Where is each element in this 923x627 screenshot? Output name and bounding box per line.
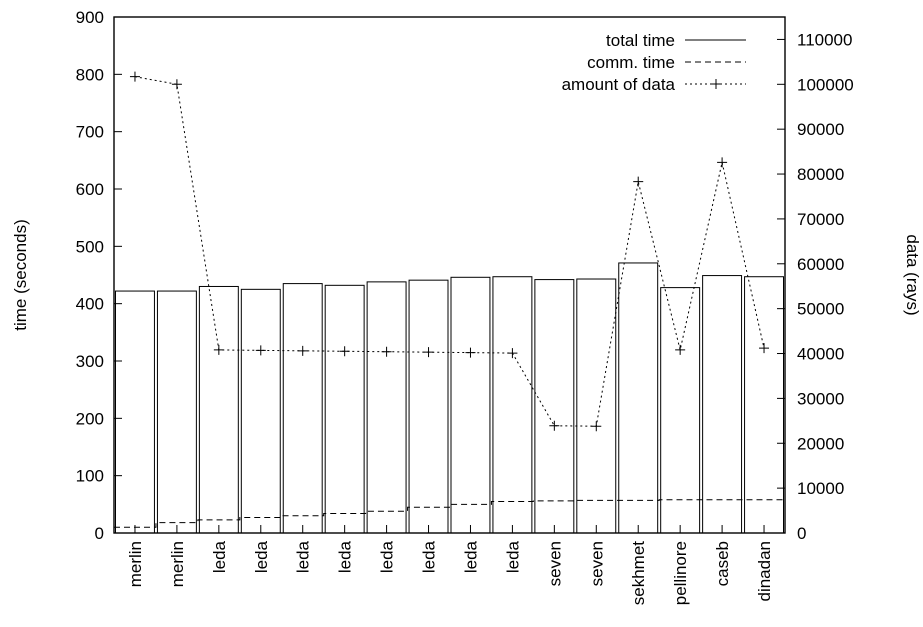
amount-of-data-point [591, 421, 602, 432]
amount-of-data-point [549, 420, 560, 431]
comm-time-line [114, 499, 785, 528]
y2-tick-label: 10000 [797, 479, 844, 498]
amount-of-data-point [717, 157, 728, 168]
amount-of-data-point [633, 176, 644, 187]
y2-tick-label: 100000 [797, 75, 854, 94]
x-tick-label: leda [503, 540, 522, 573]
y2-tick-label: 0 [797, 524, 806, 543]
x-tick-label: seven [587, 541, 606, 586]
y-tick-label: 500 [76, 237, 104, 256]
x-tick-label: caseb [713, 541, 732, 586]
legend-label-amount-of-data: amount of data [562, 75, 676, 94]
x-tick-label: merlin [168, 541, 187, 587]
y-tick-label: 0 [95, 524, 104, 543]
amount-of-data-point [129, 71, 140, 82]
y2-tick-label: 20000 [797, 434, 844, 453]
y2-tick-label: 30000 [797, 389, 844, 408]
x-tick-label: leda [378, 540, 397, 573]
plot-frame [113, 16, 786, 534]
amount-of-data-point [759, 343, 770, 354]
y-tick-label: 300 [76, 352, 104, 371]
y2-tick-label: 50000 [797, 300, 844, 319]
y2-tick-label: 80000 [797, 165, 844, 184]
y2-tick-label: 70000 [797, 210, 844, 229]
amount-of-data-point [297, 345, 308, 356]
data-amount-layer [129, 71, 770, 432]
legend: total time comm. time amount of data [562, 31, 746, 94]
x-tick-label: leda [336, 540, 355, 573]
amount-of-data-point [423, 347, 434, 358]
amount-of-data-point [465, 347, 476, 358]
amount-of-data-point [381, 346, 392, 357]
comm-time-layer [114, 499, 785, 528]
x-tick-label: leda [252, 540, 271, 573]
y2-tick-label: 60000 [797, 255, 844, 274]
x-tick-label: seven [545, 541, 564, 586]
x-tick-label: pellinore [671, 541, 690, 605]
y2-tick-label: 40000 [797, 345, 844, 364]
y-tick-label: 400 [76, 295, 104, 314]
y-tick-label: 900 [76, 8, 104, 27]
amount-of-data-point [213, 344, 224, 355]
amount-of-data-line [134, 76, 765, 427]
x-tick-label: dinadan [755, 541, 774, 602]
y-axis-title: time (seconds) [11, 219, 30, 330]
y-tick-label: 800 [76, 65, 104, 84]
legend-label-total-time: total time [606, 31, 675, 50]
y-tick-label: 700 [76, 123, 104, 142]
amount-of-data-point [339, 346, 350, 357]
y2-axis-title: data (rays) [903, 234, 922, 315]
x-tick-label: sekhmet [629, 541, 648, 606]
y2-tick-label: 110000 [797, 30, 852, 49]
x-tick-label: leda [420, 540, 439, 573]
amount-of-data-point [171, 79, 182, 90]
x-tick-label: leda [210, 540, 229, 573]
y-tick-label: 200 [76, 409, 104, 428]
y2-tick-label: 90000 [797, 120, 844, 139]
y-tick-label: 100 [76, 467, 104, 486]
x-tick-label: leda [294, 540, 313, 573]
legend-label-comm-time: comm. time [587, 53, 675, 72]
axes-layer: 0 100 200 300 400 500 600 700 800 900 0 10000 20000 3… [76, 8, 854, 605]
amount-of-data-point [255, 345, 266, 356]
amount-of-data-point [507, 348, 518, 359]
x-tick-label: merlin [126, 541, 145, 587]
x-tick-label: leda [461, 540, 480, 573]
legend-marker-amount-of-data [711, 79, 721, 89]
amount-of-data-point [675, 344, 686, 355]
y-tick-label: 600 [76, 180, 104, 199]
